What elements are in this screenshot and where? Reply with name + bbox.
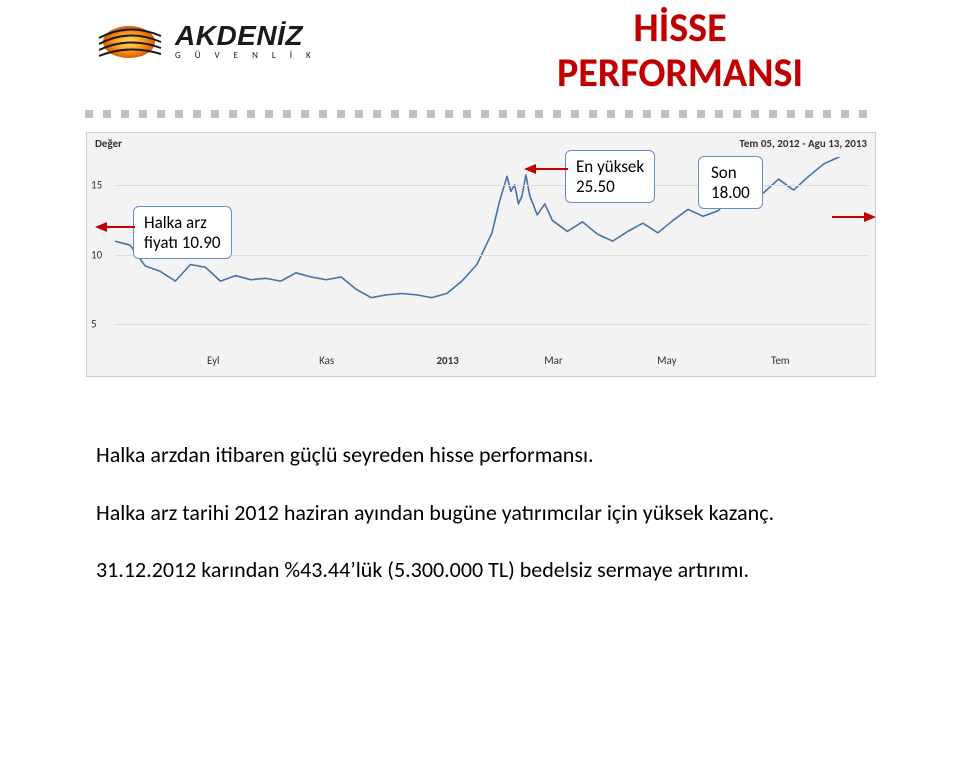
page-title: HİSSE PERFORMANSI: [480, 6, 880, 96]
logo-mark-icon: [95, 18, 167, 66]
header: AKDENİZ G Ü V E N L İ K HİSSE PERFORMANS…: [0, 0, 960, 120]
chart-header: Değer Tem 05, 2012 - Agu 13, 2013: [95, 137, 867, 150]
paragraph-2: Halka arz tarihi 2012 haziran ayından bu…: [96, 498, 876, 528]
callout-ipo-price: Halka arz fiyatı 10.90: [133, 206, 232, 259]
logo-text: AKDENİZ G Ü V E N L İ K: [175, 23, 317, 60]
callout-high-line2: 25.50: [576, 176, 615, 197]
arrow-ipo: [95, 220, 135, 234]
arrow-last: [832, 210, 876, 224]
callout-ipo-line2: fiyatı 10.90: [144, 232, 221, 253]
content-block: Halka arzdan itibaren güçlü seyreden his…: [96, 440, 876, 613]
title-line-1: HİSSE: [633, 3, 726, 52]
y-axis-label: Değer: [95, 137, 122, 150]
callout-high-line1: En yüksek: [576, 156, 644, 177]
callout-last-line1: Son: [711, 162, 737, 183]
divider-dots: [85, 110, 875, 120]
callout-ipo-line1: Halka arz: [144, 212, 207, 233]
callout-last-line2: 18.00: [711, 182, 750, 203]
logo-name: AKDENİZ: [175, 23, 317, 50]
arrow-high: [524, 162, 568, 176]
chart-date-range: Tem 05, 2012 - Agu 13, 2013: [739, 137, 867, 150]
paragraph-1: Halka arzdan itibaren güçlü seyreden his…: [96, 440, 876, 470]
company-logo: AKDENİZ G Ü V E N L İ K: [95, 18, 317, 66]
logo-subtitle: G Ü V E N L İ K: [175, 52, 317, 61]
x-axis-ticks: EylKas2013MarMayTem: [115, 354, 869, 370]
callout-high-price: En yüksek 25.50: [565, 150, 655, 203]
title-line-2: PERFORMANSI: [557, 48, 803, 97]
callout-last-price: Son 18.00: [698, 156, 763, 209]
paragraph-3: 31.12.2012 karından %43.44’lük (5.300.00…: [96, 555, 876, 585]
